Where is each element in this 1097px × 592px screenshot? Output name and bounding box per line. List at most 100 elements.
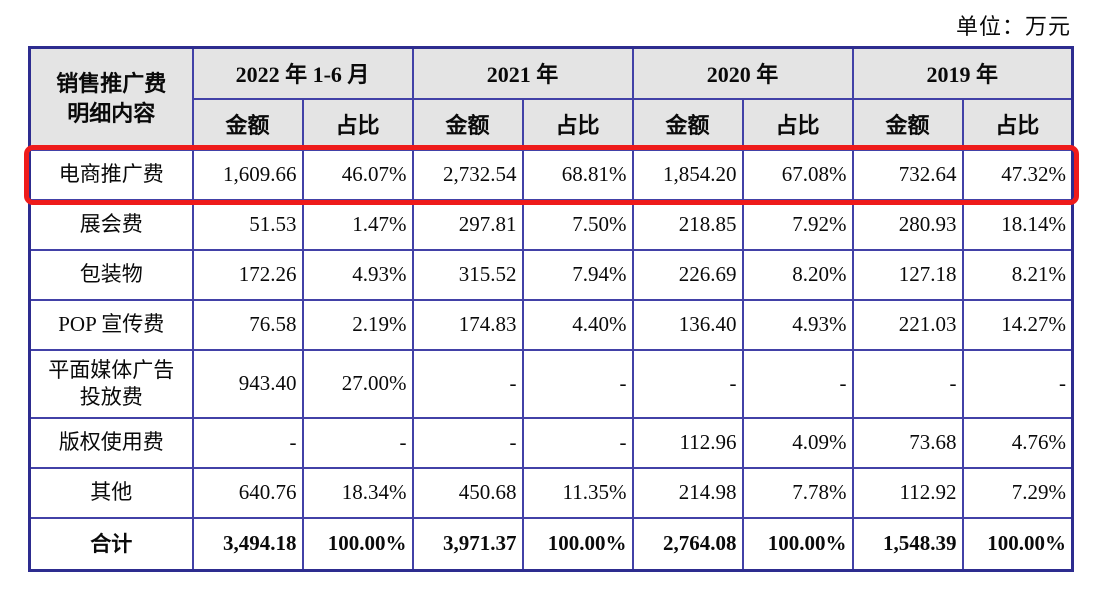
cell-value: 7.92% — [741, 198, 854, 251]
cell-value: 8.21% — [961, 248, 1074, 301]
row-highlight: 电商推广费 1,609.66 46.07% 2,732.54 68.81% 1,… — [28, 148, 1074, 201]
cell-value: 100.00% — [301, 516, 414, 572]
cell-value: 11.35% — [521, 466, 634, 519]
cell-value: 7.50% — [521, 198, 634, 251]
cell-value: 100.00% — [521, 516, 634, 572]
cell-value: 1,548.39 — [851, 516, 964, 572]
cell-value: 4.93% — [741, 298, 854, 351]
header-row-years: 销售推广费 明细内容 2022 年 1-6 月 2021 年 2020 年 20… — [28, 46, 1074, 151]
cell-value: - — [191, 416, 304, 469]
cell-value: 18.34% — [301, 466, 414, 519]
cell-value: 732.64 — [851, 148, 964, 201]
cell-value: 136.40 — [631, 298, 744, 351]
cell-value: 640.76 — [191, 466, 304, 519]
header-amount: 金额 — [411, 97, 524, 151]
cell-value: 46.07% — [301, 148, 414, 201]
cell-value: 27.00% — [301, 348, 414, 419]
cell-value: - — [631, 348, 744, 419]
row-label: 平面媒体广告投放费 — [28, 348, 194, 419]
row-label: POP 宣传费 — [28, 298, 194, 351]
cell-value: 67.08% — [741, 148, 854, 201]
cell-value: 1,609.66 — [191, 148, 304, 201]
cell-value: 174.83 — [411, 298, 524, 351]
cell-value: 218.85 — [631, 198, 744, 251]
cell-value: - — [411, 416, 524, 469]
cell-value: 172.26 — [191, 248, 304, 301]
cell-value: 297.81 — [411, 198, 524, 251]
cell-value: 221.03 — [851, 298, 964, 351]
header-ratio: 占比 — [961, 97, 1074, 151]
row-label: 包装物 — [28, 248, 194, 301]
unit-label: 单位：万元 — [955, 14, 1071, 39]
cell-value: 450.68 — [411, 466, 524, 519]
header-row-subcols: 金额 占比 金额 占比 金额 占比 金额 占比 — [30, 97, 1074, 151]
cell-value: 214.98 — [631, 466, 744, 519]
table-row: POP 宣传费 76.58 2.19% 174.83 4.40% 136.40 … — [28, 298, 1074, 351]
cell-value: - — [741, 348, 854, 419]
table-row: 包装物 172.26 4.93% 315.52 7.94% 226.69 8.2… — [28, 248, 1074, 301]
cell-value: 4.09% — [741, 416, 854, 469]
cell-value: 3,494.18 — [191, 516, 304, 572]
cell-value: - — [411, 348, 524, 419]
row-label: 版权使用费 — [28, 416, 194, 469]
cell-value: 47.32% — [961, 148, 1074, 201]
cell-value: 1,854.20 — [631, 148, 744, 201]
cell-value: 280.93 — [851, 198, 964, 251]
cell-value: 4.93% — [301, 248, 414, 301]
header-ratio: 占比 — [521, 97, 634, 151]
cell-value: 226.69 — [631, 248, 744, 301]
cell-value: 18.14% — [961, 198, 1074, 251]
cell-value: 112.92 — [851, 466, 964, 519]
cell-value: 3,971.37 — [411, 516, 524, 572]
header-period-2020: 2020 年 — [631, 46, 854, 100]
cell-value: - — [521, 348, 634, 419]
header-amount: 金额 — [631, 97, 744, 151]
header-ratio: 占比 — [301, 97, 414, 151]
row-total: 合计 3,494.18 100.00% 3,971.37 100.00% 2,7… — [28, 516, 1074, 572]
cell-value: 2,732.54 — [411, 148, 524, 201]
cell-value: - — [301, 416, 414, 469]
cell-value: 4.76% — [961, 416, 1074, 469]
cell-value: 68.81% — [521, 148, 634, 201]
cell-value: 1.47% — [301, 198, 414, 251]
cell-value: 8.20% — [741, 248, 854, 301]
cell-value: 4.40% — [521, 298, 634, 351]
table-row: 平面媒体广告投放费 943.40 27.00% - - - - - - — [28, 348, 1074, 419]
cell-value: 14.27% — [961, 298, 1074, 351]
corner-header-line1: 销售推广费 — [56, 71, 167, 97]
cell-value: 943.40 — [191, 348, 304, 419]
cell-value: 73.68 — [851, 416, 964, 469]
header-amount: 金额 — [191, 97, 304, 151]
cell-value: 76.58 — [191, 298, 304, 351]
header-period-2019: 2019 年 — [851, 46, 1074, 100]
header-period-2022h1: 2022 年 1-6 月 — [191, 46, 414, 100]
corner-header: 销售推广费 明细内容 — [28, 46, 194, 151]
cell-value: - — [521, 416, 634, 469]
cell-value: 100.00% — [961, 516, 1074, 572]
header-period-2021: 2021 年 — [411, 46, 634, 100]
row-label: 展会费 — [28, 198, 194, 251]
cell-value: 112.96 — [631, 416, 744, 469]
table-row: 其他 640.76 18.34% 450.68 11.35% 214.98 7.… — [28, 466, 1074, 519]
cell-value: 315.52 — [411, 248, 524, 301]
table-row: 展会费 51.53 1.47% 297.81 7.50% 218.85 7.92… — [28, 198, 1074, 251]
cell-value: 7.78% — [741, 466, 854, 519]
row-label: 合计 — [28, 516, 194, 572]
cell-value: 100.00% — [741, 516, 854, 572]
row-label: 其他 — [28, 466, 194, 519]
cell-value: 51.53 — [191, 198, 304, 251]
cell-value: 7.94% — [521, 248, 634, 301]
corner-header-line2: 明细内容 — [67, 100, 156, 126]
row-label: 电商推广费 — [28, 148, 194, 201]
expense-table: 销售推广费 明细内容 2022 年 1-6 月 2021 年 2020 年 20… — [28, 46, 1074, 572]
cell-value: - — [961, 348, 1074, 419]
table-row: 版权使用费 - - - - 112.96 4.09% 73.68 4.76% — [28, 416, 1074, 469]
cell-value: 2.19% — [301, 298, 414, 351]
cell-value: 127.18 — [851, 248, 964, 301]
cell-value: 7.29% — [961, 466, 1074, 519]
cell-value: 2,764.08 — [631, 516, 744, 572]
header-amount: 金额 — [851, 97, 964, 151]
cell-value: - — [851, 348, 964, 419]
header-ratio: 占比 — [741, 97, 854, 151]
